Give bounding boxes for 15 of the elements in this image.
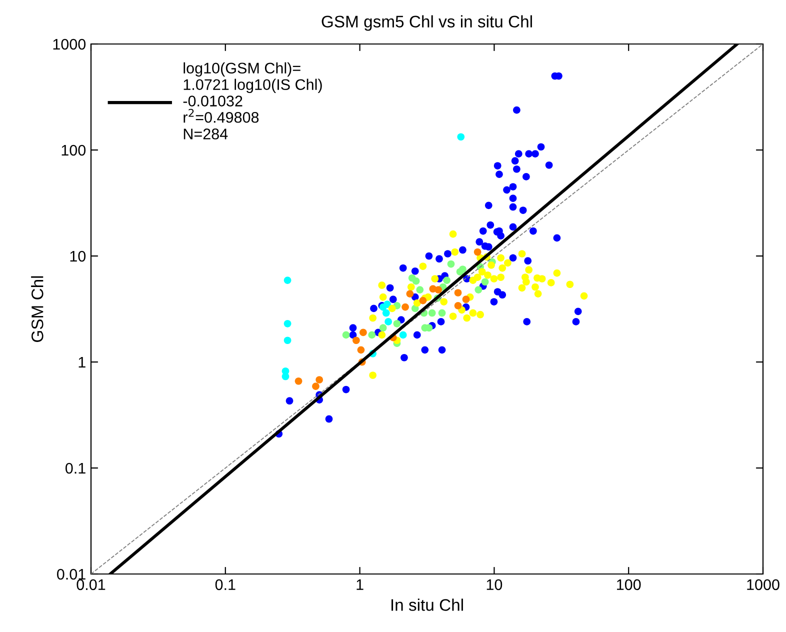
y-tick-label: 0.01 bbox=[57, 568, 86, 580]
y-tick-label: 0.1 bbox=[66, 462, 86, 474]
x-tick-label: 1 bbox=[356, 579, 364, 590]
x-tick-label: 1000 bbox=[747, 579, 780, 590]
x-tick-label: 10 bbox=[486, 579, 502, 590]
y-tick-label: 1000 bbox=[53, 38, 86, 50]
y-axis-title: GSM Chl bbox=[31, 276, 44, 342]
chart-title: GSM gsm5 Chl vs in situ Chl bbox=[322, 15, 532, 31]
x-axis-title: In situ Chl bbox=[391, 598, 463, 611]
legend-label: log10(GSM Chl)= 1.0721 log10(IS Chl) -0.01032 r$^{2}$=0.49808 N=284 bbox=[183, 62, 322, 140]
y-tick-label: 10 bbox=[70, 250, 86, 262]
y-tick-label: 100 bbox=[62, 144, 86, 156]
y-tick-label: 1 bbox=[78, 357, 86, 368]
x-tick-label: 100 bbox=[617, 579, 641, 590]
x-tick-label: 0.1 bbox=[215, 579, 236, 590]
